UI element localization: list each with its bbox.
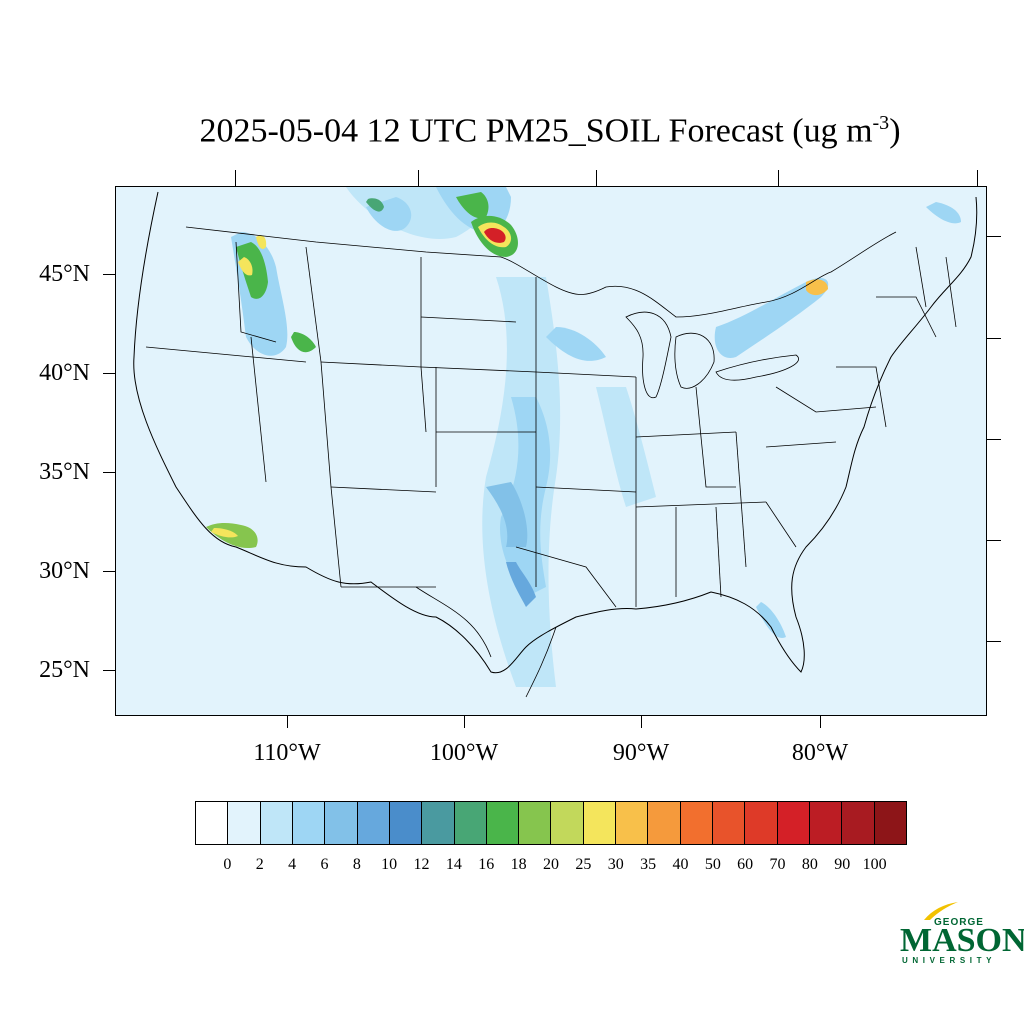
colorbar-label: 2 (255, 856, 264, 873)
colorbar-label: 0 (223, 856, 232, 873)
lon-label-80: 80°W (791, 740, 849, 766)
colorbar-swatch (357, 802, 390, 844)
colorbar-swatch (389, 802, 423, 844)
colorbar-label: 16 (478, 856, 495, 873)
colorbar-label: 30 (607, 856, 624, 873)
colorbar-swatch (519, 802, 552, 844)
lon-label-100: 100°W (429, 740, 499, 766)
us-map (116, 187, 986, 715)
colorbar-label: 60 (737, 856, 754, 873)
axis-tick (464, 716, 465, 728)
colorbar-swatch (292, 802, 326, 844)
axis-tick (987, 641, 1001, 642)
colorbar-label: 4 (288, 856, 297, 873)
colorbar-label: 90 (834, 856, 851, 873)
colorbar-label: 10 (381, 856, 398, 873)
axis-tick (103, 472, 115, 473)
colorbar-swatch (486, 802, 520, 844)
axis-tick (418, 170, 419, 186)
axis-tick (987, 338, 1001, 339)
lat-label-35: 35°N (39, 459, 90, 485)
logo-university: UNIVERSITY (902, 956, 997, 965)
chart-title: 2025-05-04 12 UTC PM25_SOIL Forecast (ug… (199, 112, 901, 150)
axis-tick (641, 716, 642, 728)
colorbar-label: 18 (510, 856, 527, 873)
logo-mason: MASON (900, 922, 1024, 959)
boundaries (133, 191, 978, 698)
colorbar-swatch (616, 802, 649, 844)
axis-tick (287, 716, 288, 728)
logo-george: GEORGE (934, 917, 984, 928)
colorbar-swatch (745, 802, 778, 844)
colorbar-swatch (809, 802, 843, 844)
colorbar-swatch (422, 802, 455, 844)
axis-tick (977, 170, 978, 186)
colorbar-swatch (680, 802, 713, 844)
logo-swoosh-icon (924, 902, 958, 920)
colorbar-label: 50 (704, 856, 721, 873)
colorbar-swatch (196, 802, 229, 844)
axis-tick (987, 540, 1001, 541)
axis-tick (596, 170, 597, 186)
colorbar-swatch (228, 802, 261, 844)
colorbar-label: 100 (862, 856, 887, 873)
lat-label-40: 40°N (39, 360, 90, 386)
axis-tick (987, 236, 1001, 237)
colorbar-label: 80 (801, 856, 818, 873)
colorbar-swatch (648, 802, 681, 844)
colorbar-label: 25 (575, 856, 592, 873)
axis-tick (103, 571, 115, 572)
axis-tick (778, 170, 779, 186)
colorbar-swatch (874, 802, 906, 844)
colorbar-swatch (260, 802, 293, 844)
axis-tick (103, 670, 115, 671)
lon-label-90: 90°W (612, 740, 670, 766)
concentration-field (206, 187, 961, 687)
colorbar-swatch (842, 802, 875, 844)
colorbar-swatch (713, 802, 746, 844)
lat-label-30: 30°N (39, 558, 90, 584)
colorbar-swatch (777, 802, 810, 844)
colorbar-swatch (583, 802, 617, 844)
gmu-logo: GEORGE MASON UNIVERSITY (900, 900, 1024, 970)
colorbar-swatch (325, 802, 358, 844)
colorbar-label: 8 (352, 856, 361, 873)
axis-tick (820, 716, 821, 728)
lat-label-25: 25°N (39, 657, 90, 683)
colorbar-label: 20 (543, 856, 559, 873)
colorbar-label: 14 (445, 856, 462, 873)
axis-tick (235, 170, 236, 186)
map-panel (115, 186, 987, 716)
colorbar-label: 12 (413, 856, 430, 873)
axis-tick (103, 373, 115, 374)
lon-label-110: 110°W (253, 740, 321, 766)
colorbar-label: 40 (672, 856, 689, 873)
lat-label-45: 45°N (39, 261, 90, 287)
colorbar-swatch (454, 802, 487, 844)
colorbar-label: 35 (640, 856, 657, 873)
colorbar (195, 801, 907, 845)
colorbar-swatch (551, 802, 584, 844)
colorbar-label: 70 (769, 856, 786, 873)
axis-tick (987, 439, 1001, 440)
colorbar-label: 6 (320, 856, 329, 873)
axis-tick (103, 274, 115, 275)
